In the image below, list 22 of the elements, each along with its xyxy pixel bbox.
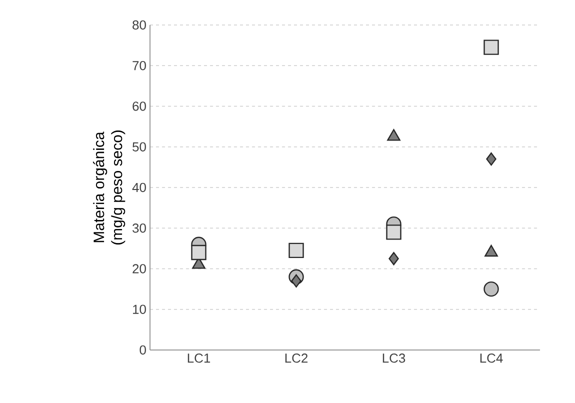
x-tick-label: LC1 xyxy=(188,354,210,363)
y-axis-title: Materia orgánica (mg/g peso seco) xyxy=(92,130,126,245)
y-tick-label: 80 xyxy=(132,20,146,30)
x-tick-label: LC2 xyxy=(285,354,308,363)
point xyxy=(288,242,304,258)
point xyxy=(191,244,206,260)
point xyxy=(484,40,499,55)
point xyxy=(388,252,399,266)
y-tick-label: 0 xyxy=(140,345,146,355)
y-tick-label: 10 xyxy=(133,304,146,314)
point xyxy=(291,274,302,288)
point xyxy=(486,152,496,166)
x-tick-label: LC4 xyxy=(480,354,503,363)
x-tick-label: LC3 xyxy=(382,354,406,363)
y-tick-label: 40 xyxy=(132,182,146,192)
y-tick-label: 70 xyxy=(132,61,146,70)
y-tick-label: 30 xyxy=(132,224,146,233)
point xyxy=(484,281,499,297)
y-tick-label: 60 xyxy=(132,102,146,111)
point xyxy=(386,224,402,240)
y-tick-label: 20 xyxy=(132,264,146,274)
y-tick-label: 50 xyxy=(132,142,146,152)
